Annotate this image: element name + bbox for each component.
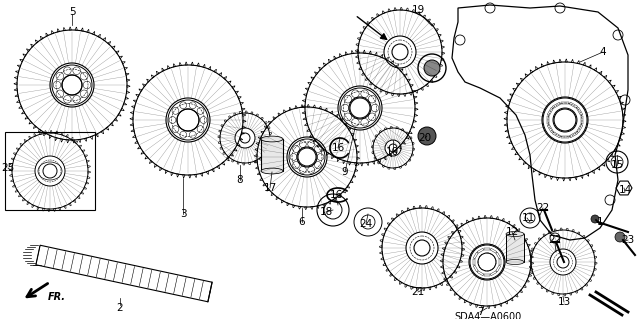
Text: FR.: FR. [48,292,66,302]
Bar [477,271,484,276]
Text: 6: 6 [299,217,305,227]
Bar [547,108,554,115]
Text: 13: 13 [557,297,571,307]
Circle shape [591,215,599,223]
Text: 4: 4 [600,47,606,57]
Bar [490,271,497,276]
Bar [484,248,490,250]
Circle shape [418,127,436,145]
Text: 19: 19 [412,5,424,15]
Bar [577,124,583,133]
Text: SDA4—A0600: SDA4—A0600 [454,312,522,319]
Text: 20: 20 [419,133,431,143]
Ellipse shape [506,259,524,264]
Bar [490,248,497,253]
Bar [5,132,95,210]
Text: 5: 5 [68,7,76,17]
Ellipse shape [261,136,283,142]
Bar [474,265,478,272]
Bar [552,102,561,108]
Text: 22: 22 [548,235,562,245]
Bar [496,265,500,272]
Text: 8: 8 [237,175,243,185]
Circle shape [424,60,440,76]
Bar [506,234,524,262]
Text: 18: 18 [319,207,333,217]
Ellipse shape [261,168,283,174]
Bar [474,252,478,259]
Bar [547,116,549,124]
Text: 9: 9 [342,167,348,177]
Text: 22: 22 [536,203,550,213]
Bar [499,259,501,265]
Bar [561,102,569,104]
Text: 16: 16 [332,143,344,153]
Text: 14: 14 [618,185,632,195]
Text: 17: 17 [264,183,276,193]
Text: 16: 16 [330,190,342,200]
Bar [496,252,500,259]
Text: 1: 1 [596,217,604,227]
Text: 24: 24 [360,219,372,229]
Bar [484,274,490,276]
Bar [561,136,569,138]
Bar [261,139,283,171]
Text: 15: 15 [611,160,623,170]
Text: 3: 3 [180,209,186,219]
Bar [581,116,583,124]
Text: 12: 12 [506,227,518,237]
Text: 11: 11 [522,213,534,223]
Bar [570,132,577,138]
Text: 21: 21 [412,287,424,297]
Bar [570,102,577,108]
Bar [547,124,554,133]
Text: 25: 25 [1,163,15,173]
Circle shape [615,232,625,242]
Bar [577,108,583,115]
Text: 10: 10 [385,147,399,157]
Ellipse shape [506,232,524,236]
Bar [473,259,475,265]
Bar [477,248,484,253]
Text: 7: 7 [477,307,483,317]
Text: 2: 2 [116,303,124,313]
Bar [552,132,561,138]
Text: 23: 23 [621,235,635,245]
